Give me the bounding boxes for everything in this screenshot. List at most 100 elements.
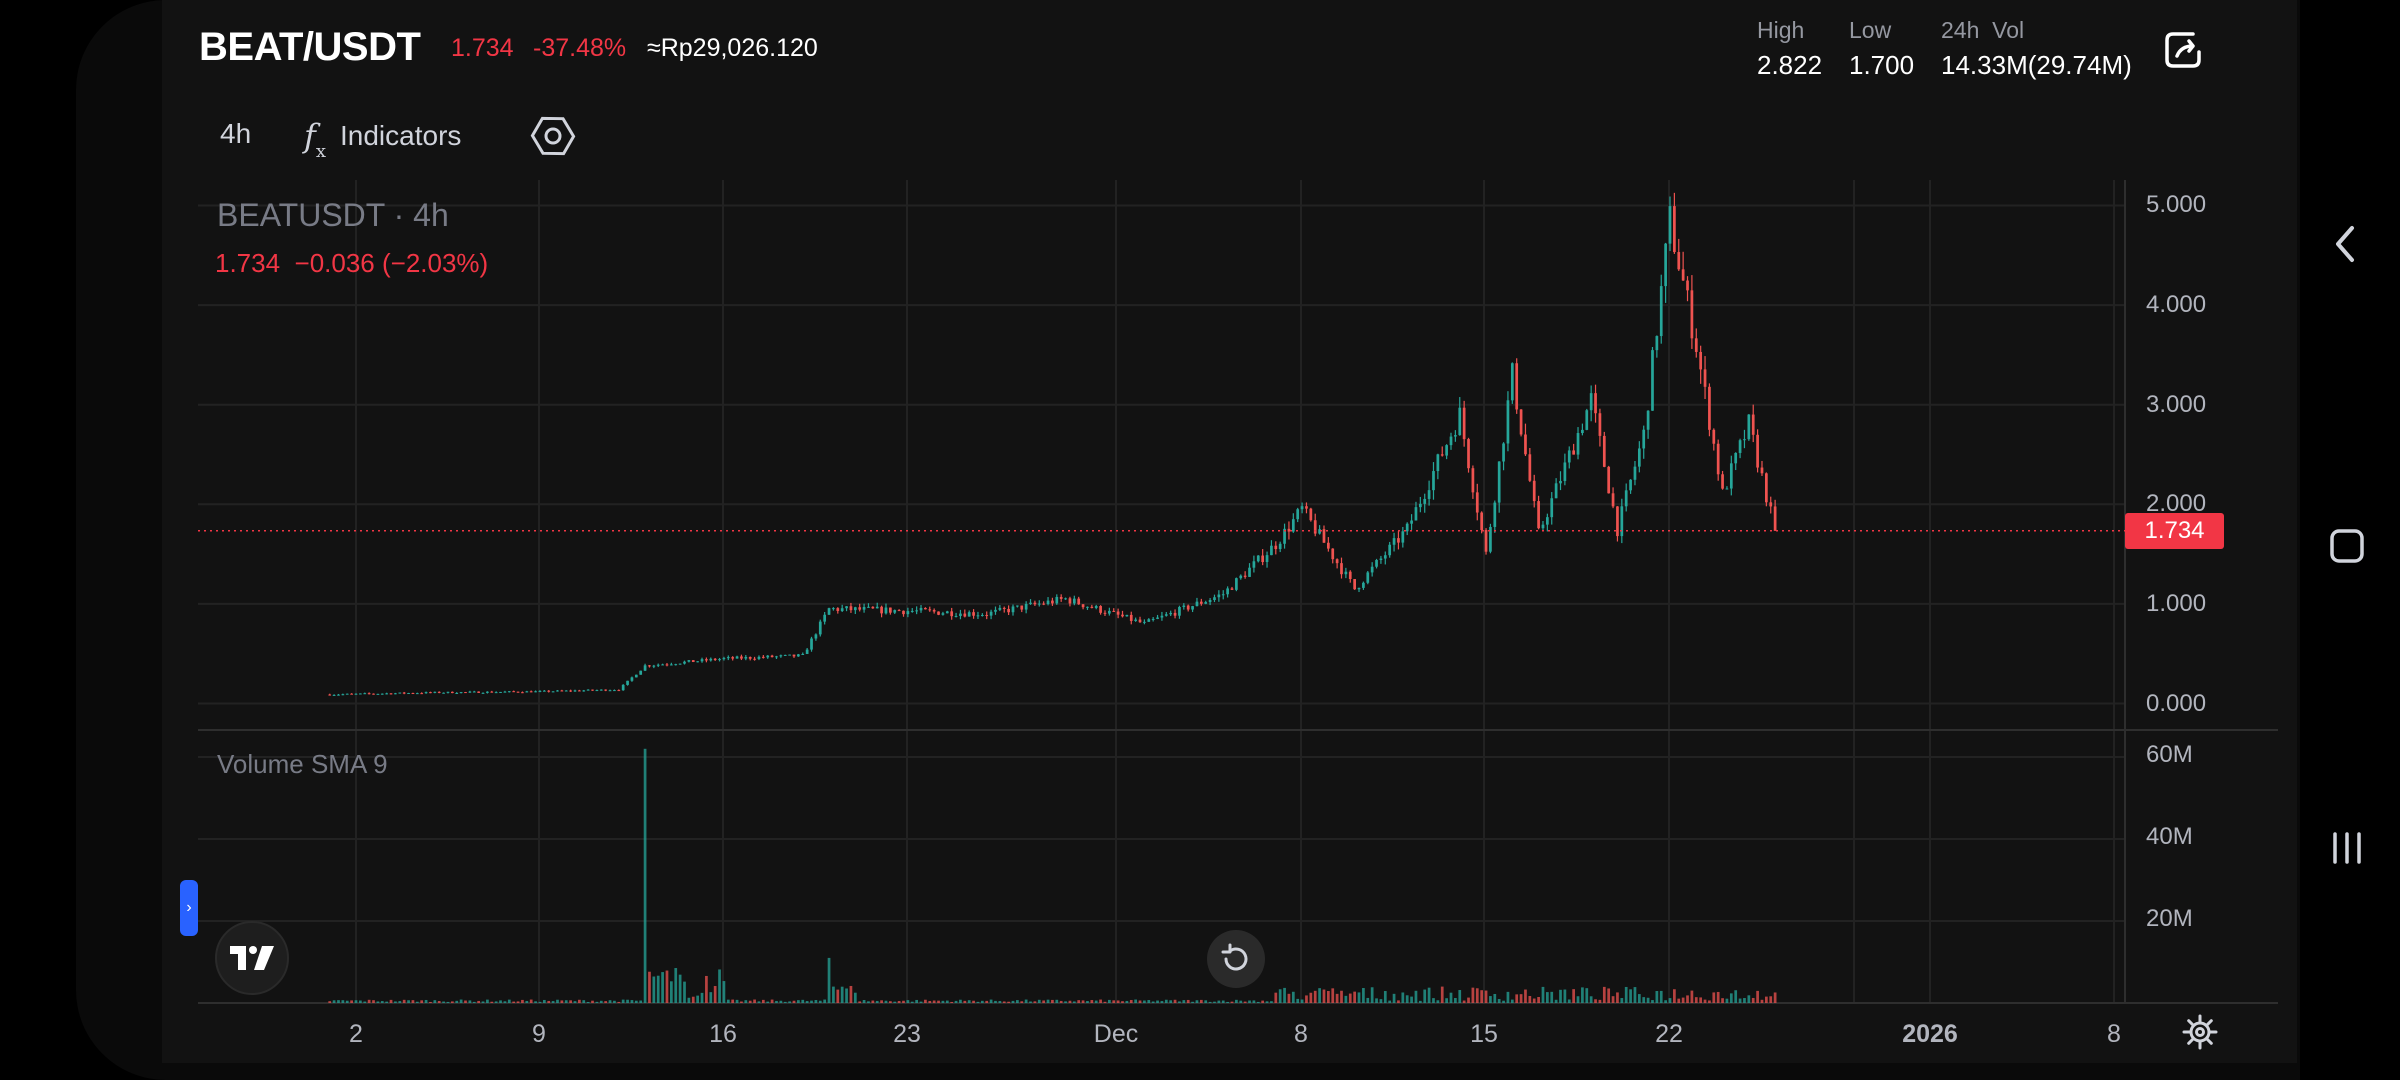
candle-body (661, 664, 664, 666)
volume-bar (1375, 998, 1378, 1003)
candle-body (1099, 606, 1102, 613)
candle-body (691, 660, 695, 663)
volume-bar (1436, 1000, 1440, 1003)
volume-bar (578, 999, 581, 1003)
candle-body (363, 693, 367, 695)
back-nav-icon[interactable] (2330, 222, 2360, 271)
candle-body (1515, 363, 1519, 410)
share-icon[interactable] (2163, 30, 2203, 70)
volume-bar (376, 1001, 380, 1003)
volume-bar (1550, 991, 1554, 1003)
candle-body (1765, 473, 1768, 503)
volume-bar (797, 1000, 800, 1003)
volume-bar (1327, 991, 1330, 1003)
volume-bar (775, 1000, 778, 1003)
candle-body (529, 691, 533, 693)
candle-body (1112, 610, 1116, 612)
volume-bar (459, 999, 463, 1003)
interval-button[interactable]: 4h (220, 118, 252, 149)
stat-vol-value: 14.33M(29.74M) (1941, 50, 2132, 80)
volume-bar (1239, 1000, 1243, 1003)
volume-bar (604, 1001, 608, 1003)
candle-body (1256, 555, 1260, 562)
volume-bar (1708, 1000, 1711, 1003)
candle-body (415, 693, 419, 695)
volume-bar (713, 986, 717, 1003)
candle-body (1077, 598, 1081, 605)
candle-body (1160, 615, 1164, 618)
candle-body (1471, 468, 1475, 493)
candle-body (1756, 434, 1759, 468)
volume-bar (630, 1000, 634, 1003)
volume-bar (1528, 995, 1532, 1003)
candle-body (1484, 530, 1488, 552)
stat-low-value: 1.700 (1849, 50, 1915, 80)
home-nav-icon[interactable] (2329, 528, 2365, 569)
volume-bar (1388, 1000, 1392, 1003)
volume-bar (591, 1000, 594, 1003)
indicators-button[interactable]: fx Indicators (304, 114, 462, 162)
candle-body (582, 690, 586, 692)
candle-body (634, 674, 638, 678)
recents-nav-icon[interactable] (2330, 830, 2364, 871)
volume-bar (1756, 990, 1759, 1003)
candle-body (1362, 582, 1365, 588)
tradingview-logo[interactable] (215, 921, 289, 995)
candle-body (1199, 601, 1203, 604)
volume-bar (1567, 999, 1571, 1003)
candle-body (1673, 206, 1676, 253)
volume-bar (1160, 1001, 1164, 1003)
candle-body (1655, 336, 1659, 351)
candle-body (1156, 617, 1159, 619)
volume-bar (1024, 999, 1028, 1003)
candle-body (1668, 206, 1672, 244)
collapse-toolbar-tab[interactable]: › (180, 880, 198, 936)
candle-body (1173, 612, 1177, 616)
volume-bar (1581, 987, 1584, 1003)
candle-body (1581, 429, 1584, 434)
gear-icon[interactable] (2180, 1012, 2220, 1052)
volume-bar (832, 986, 835, 1003)
volume-bar (529, 999, 533, 1003)
candle-body (788, 654, 791, 656)
volume-bar (1208, 1001, 1212, 1003)
candle-body (626, 680, 629, 685)
candle-body (726, 657, 730, 659)
chart-settings-icon[interactable] (529, 112, 577, 160)
candle-body (477, 691, 480, 693)
candle-body (1664, 243, 1667, 287)
volume-bar (372, 1000, 375, 1003)
volume-bar (718, 969, 721, 1003)
volume-bar (661, 972, 664, 1003)
volume-bar (1760, 999, 1764, 1003)
candle-body (674, 664, 678, 666)
volume-bar (1213, 1001, 1216, 1003)
candle-body (740, 656, 743, 659)
candle-body (910, 610, 914, 612)
volume-bar (1454, 998, 1457, 1003)
candle-body (823, 614, 827, 622)
candle-body (832, 608, 835, 610)
volume-bar (1016, 1000, 1019, 1003)
volume-bar (945, 1000, 949, 1003)
candle-body (980, 615, 984, 617)
candle-body (578, 690, 581, 692)
indicators-label: Indicators (340, 120, 462, 151)
volume-bar (1721, 998, 1724, 1003)
volume-bar (499, 1000, 502, 1003)
volume-bar (1261, 1000, 1265, 1003)
candle-body (1637, 448, 1641, 467)
candle-body (1143, 621, 1146, 623)
volume-bar (1094, 1000, 1098, 1003)
volume-bar (893, 1001, 897, 1003)
candle-body (1751, 414, 1755, 435)
volume-bar (897, 1000, 901, 1003)
volume-bar (941, 1000, 945, 1003)
candle-body (797, 654, 800, 657)
candle-body (630, 677, 634, 681)
volume-bar (341, 1000, 345, 1003)
reset-chart-button[interactable] (1207, 930, 1265, 988)
candle-body (1721, 474, 1724, 489)
time-tick: 9 (532, 1020, 546, 1048)
